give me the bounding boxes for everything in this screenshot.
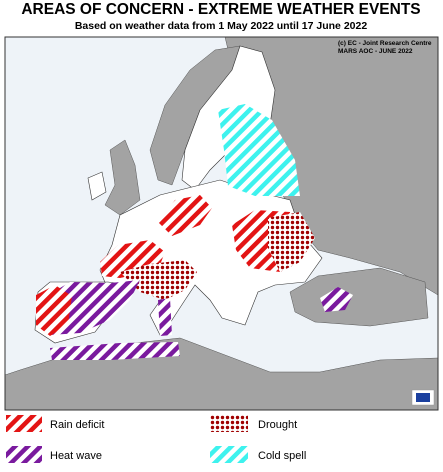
legend-label: Heat wave: [50, 450, 102, 462]
cold-spell-area: [218, 104, 300, 196]
legend-swatch: [6, 415, 42, 432]
credit: (c) EC - Joint Research Centre: [338, 40, 432, 47]
map-frame: [4, 36, 439, 411]
legend-label: Cold spell: [258, 450, 306, 462]
heat-wave-area: [158, 298, 172, 336]
legend-label: Drought: [258, 419, 297, 431]
legend-swatch: [210, 415, 248, 432]
map: (c) EC - Joint Research Centre MARS AOC …: [5, 37, 438, 410]
title: AREAS OF CONCERN - EXTREME WEATHER EVENT…: [21, 1, 420, 18]
drought-area: [268, 212, 315, 272]
legend-swatch: [6, 446, 42, 463]
drought-area: [120, 260, 197, 300]
legend-swatch: [210, 446, 248, 463]
rain-deficit-area: [158, 195, 212, 236]
heat-wave-area: [320, 287, 353, 312]
land-uk: [104, 139, 141, 216]
rain-deficit-area: [36, 285, 72, 336]
heat-wave-area: [50, 342, 180, 360]
land-ireland: [87, 171, 107, 201]
subtitle: Based on weather data from 1 May 2022 un…: [75, 20, 368, 32]
eu-flag: [416, 393, 430, 402]
credit: MARS AOC - JUNE 2022: [338, 48, 413, 55]
legend-label: Rain deficit: [50, 419, 104, 431]
land-turkey: [289, 267, 429, 327]
